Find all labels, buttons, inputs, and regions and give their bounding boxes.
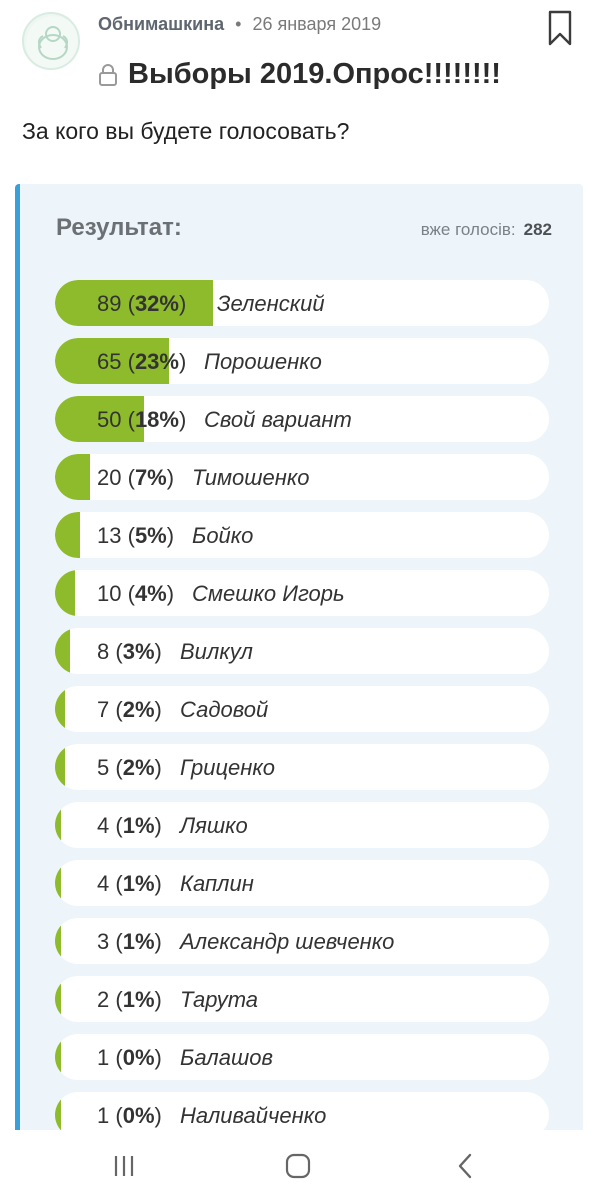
poll-question: За кого вы будете голосовать?: [22, 118, 350, 144]
home-icon[interactable]: [278, 1148, 318, 1184]
poll-option-name: Бойко: [192, 523, 254, 548]
poll-option-count: 5 (2%): [97, 755, 162, 780]
poll-option: 65 (23%) Порошенко: [55, 338, 549, 384]
avatar[interactable]: [22, 12, 80, 70]
poll-option-name: Ляшко: [180, 813, 248, 838]
poll-option-bar: [55, 802, 61, 848]
votes-counter: вже голосів: 282: [421, 220, 552, 240]
bookmark-icon[interactable]: [548, 10, 572, 46]
poll-option-name: Балашов: [180, 1045, 273, 1070]
meta-separator: •: [235, 14, 242, 34]
poll-option: 1 (0%) Наливайченко: [55, 1092, 549, 1134]
poll-option-bar: [55, 976, 61, 1022]
poll-option-count: 7 (2%): [97, 697, 162, 722]
post-title: Выборы 2019.Опрос!!!!!!!!: [128, 58, 501, 90]
poll-option-bar: [55, 1034, 61, 1080]
poll-option-count: 1 (0%): [97, 1103, 162, 1128]
post-header: Обнимашкина • 26 января 2019 Выборы 2019…: [0, 0, 596, 110]
poll-options: 89 (32%) Зеленский 65 (23%) Порошенко 50 (18…: [55, 280, 549, 1134]
poll-option: 7 (2%) Садовой: [55, 686, 549, 732]
poll-option-name: Александр шевченко: [180, 929, 395, 954]
poll-option-name: Тарута: [180, 987, 259, 1012]
poll-option-name: Наливайченко: [180, 1103, 327, 1128]
poll-option-count: 8 (3%): [97, 639, 162, 664]
poll-option: 10 (4%) Смешко Игорь: [55, 570, 549, 616]
poll-option-name: Каплин: [180, 871, 254, 896]
poll-option: 50 (18%) Свой вариант: [55, 396, 549, 442]
poll-option: 13 (5%) Бойко: [55, 512, 549, 558]
poll-option-name: Тимошенко: [192, 465, 310, 490]
poll-option-count: 65 (23%): [97, 349, 187, 374]
poll-option: 8 (3%) Вилкул: [55, 628, 549, 674]
poll-option-count: 13 (5%): [97, 523, 175, 548]
poll-option-name: Вилкул: [180, 639, 253, 664]
poll-option-bar: [55, 338, 169, 384]
poll-option: 89 (32%) Зеленский: [55, 280, 549, 326]
votes-total: 282: [523, 220, 552, 239]
poll-option-count: 3 (1%): [97, 929, 162, 954]
poll-option-bar: [55, 280, 213, 326]
poll-option-count: 2 (1%): [97, 987, 162, 1012]
poll-option-count: 20 (7%): [97, 465, 175, 490]
poll-option-bar: [55, 396, 144, 442]
poll-header: Результат: вже голосів: 282: [56, 212, 552, 248]
back-icon[interactable]: [446, 1148, 486, 1184]
system-navigation-bar: [0, 1130, 596, 1200]
poll-option-count: 4 (1%): [97, 813, 162, 838]
post-meta: Обнимашкина • 26 января 2019: [98, 14, 381, 35]
poll-option-count: 10 (4%): [97, 581, 175, 606]
poll-option-bar: [55, 744, 65, 790]
results-label: Результат:: [56, 214, 182, 241]
poll-option-name: Порошенко: [204, 349, 322, 374]
poll-option-name: Зеленский: [217, 291, 325, 316]
poll-option-count: 4 (1%): [97, 871, 162, 896]
poll-option-bar: [55, 454, 90, 500]
poll-option-bar: [55, 686, 65, 732]
poll-option: 4 (1%) Каплин: [55, 860, 549, 906]
poll-option-count: 89 (32%): [97, 291, 187, 316]
poll-option-count: 1 (0%): [97, 1045, 162, 1070]
poll-option-bar: [55, 1092, 61, 1134]
poll-option: 3 (1%) Александр шевченко: [55, 918, 549, 964]
poll-option: 5 (2%) Гриценко: [55, 744, 549, 790]
poll-option: 20 (7%) Тимошенко: [55, 454, 549, 500]
poll-option: 2 (1%) Тарута: [55, 976, 549, 1022]
poll-option: 1 (0%) Балашов: [55, 1034, 549, 1080]
poll-option-bar: [55, 860, 61, 906]
poll-option-name: Садовой: [180, 697, 269, 722]
poll-option-bar: [55, 512, 80, 558]
poll-results: Результат: вже голосів: 282 89 (32%) Зелен…: [15, 184, 583, 1134]
poll-option-name: Гриценко: [180, 755, 276, 780]
poll-option-bar: [55, 570, 75, 616]
author-name[interactable]: Обнимашкина: [98, 14, 225, 34]
recents-icon[interactable]: [104, 1148, 144, 1184]
post-date: 26 января 2019: [252, 14, 382, 34]
avatar-image: [26, 16, 78, 68]
poll-option: 4 (1%) Ляшко: [55, 802, 549, 848]
votes-label: вже голосів:: [420, 220, 516, 239]
poll-option-count: 50 (18%): [97, 407, 187, 432]
poll-option-name: Смешко Игорь: [192, 581, 345, 606]
lock-icon: [99, 63, 117, 86]
poll-option-name: Свой вариант: [204, 407, 352, 432]
title-row: Выборы 2019.Опрос!!!!!!!!: [98, 58, 501, 91]
poll-option-bar: [55, 918, 61, 964]
poll-option-bar: [55, 628, 70, 674]
